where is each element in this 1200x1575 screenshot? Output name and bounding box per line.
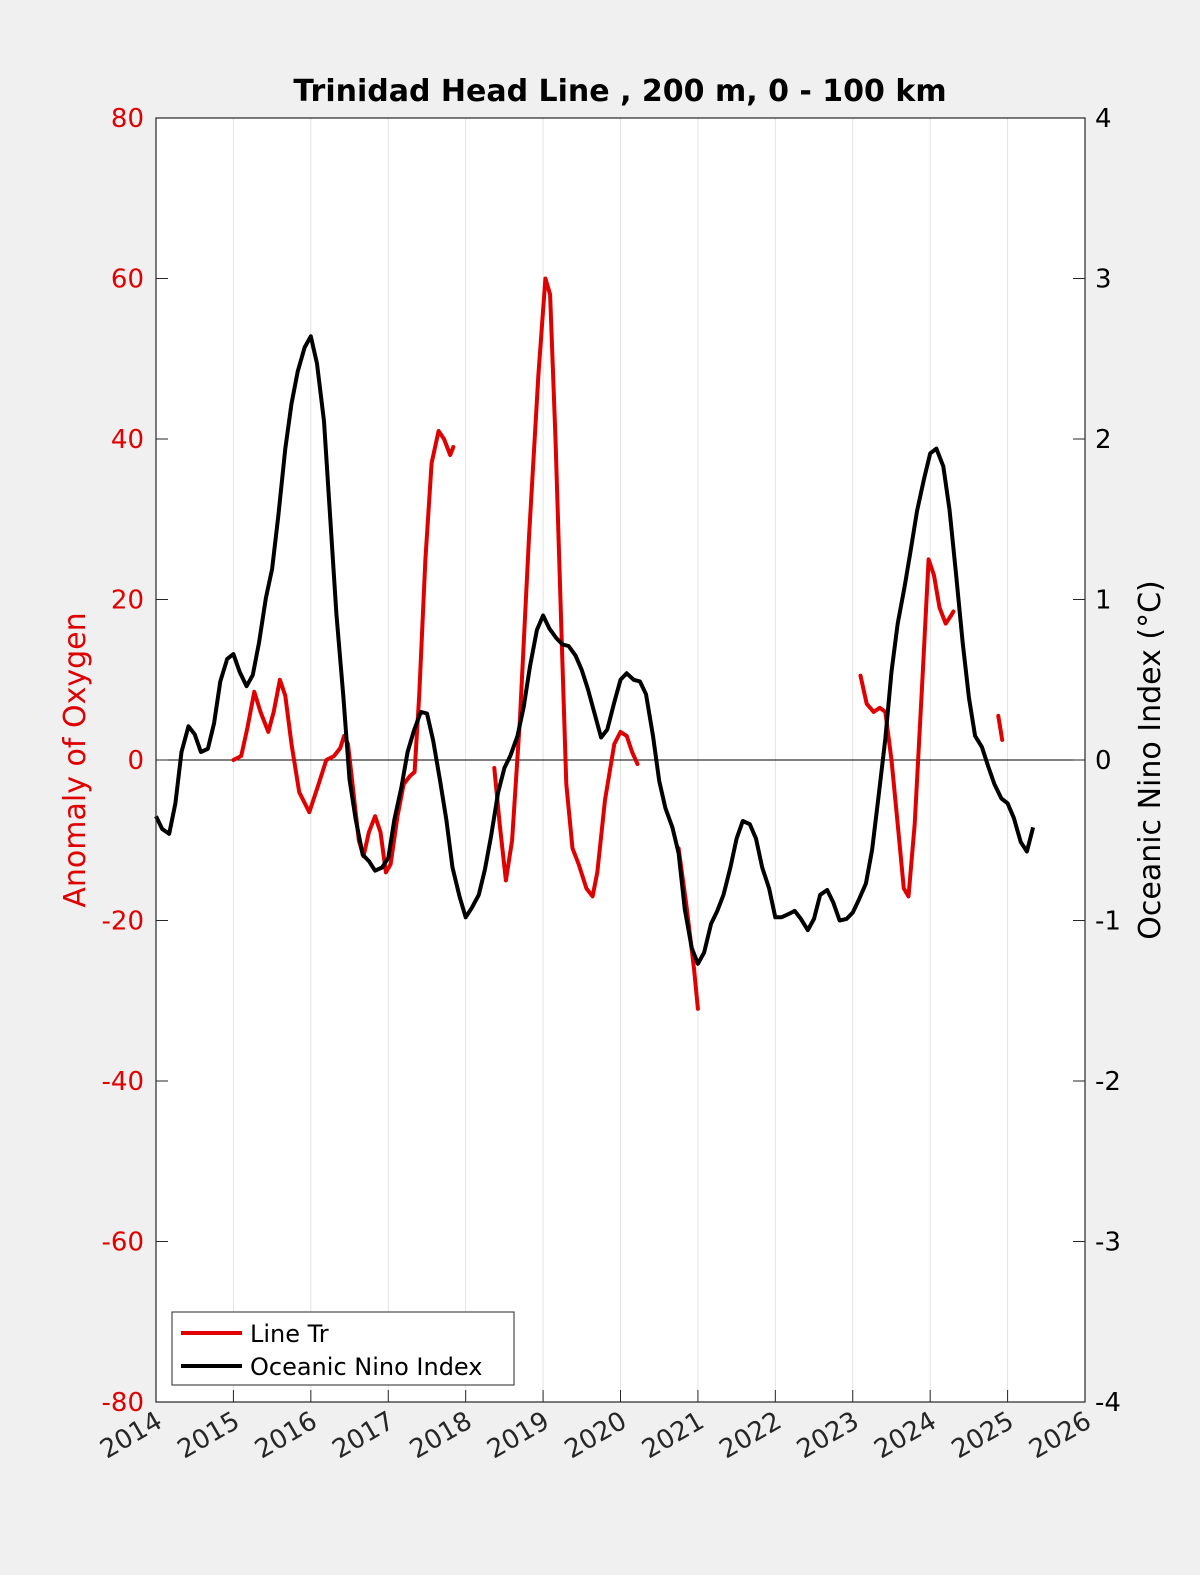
right-tick-label--1: -1: [1095, 907, 1121, 937]
x-tick-label-2020: 2020: [560, 1406, 632, 1465]
x-tick-label-2022: 2022: [715, 1406, 787, 1465]
right-tick-label-0: 0: [1095, 746, 1112, 776]
right-tick-label--4: -4: [1095, 1388, 1121, 1418]
legend-label-oni: Oceanic Nino Index: [250, 1353, 482, 1381]
left-tick-label-0: 0: [127, 746, 144, 776]
left-tick-label-60: 60: [111, 265, 144, 295]
right-tick-label--2: -2: [1095, 1067, 1121, 1097]
x-tick-label-2025: 2025: [947, 1406, 1019, 1465]
x-tick-label-2017: 2017: [327, 1406, 399, 1465]
legend: Line Tr Oceanic Nino Index: [171, 1311, 515, 1386]
line-tr-segment-5: [996, 713, 1005, 742]
legend-label-line-tr: Line Tr: [250, 1320, 329, 1348]
right-tick-label-3: 3: [1095, 265, 1112, 295]
x-tick-label-2018: 2018: [405, 1406, 477, 1465]
left-tick-label-20: 20: [111, 586, 144, 616]
right-axis-label: Oceanic Nino Index (°C): [1133, 580, 1168, 940]
x-tick-label-2019: 2019: [482, 1406, 554, 1465]
legend-box: [171, 1311, 515, 1386]
line-tr-segment-2: [492, 276, 640, 899]
left-tick-label--20: -20: [102, 907, 144, 937]
right-tick-label--3: -3: [1095, 1228, 1121, 1258]
x-tick-label-2024: 2024: [869, 1406, 941, 1465]
x-tick-label-2021: 2021: [637, 1406, 709, 1465]
left-axis-ticks: 80 60 40 20 0 -20 -40 -60 -80: [102, 104, 168, 1418]
right-axis-ticks: 4 3 2 1 0 -1 -2 -3 -4: [1073, 104, 1121, 1418]
right-tick-label-1: 1: [1095, 586, 1112, 616]
left-tick-label--40: -40: [102, 1067, 144, 1097]
x-tick-label-2016: 2016: [250, 1406, 322, 1465]
x-tick-label-2023: 2023: [792, 1406, 864, 1465]
right-tick-label-4: 4: [1095, 104, 1112, 134]
left-tick-label-80: 80: [111, 104, 144, 134]
right-tick-label-2: 2: [1095, 425, 1112, 455]
x-tick-label-2026: 2026: [1024, 1406, 1096, 1465]
oni-line: [154, 334, 1036, 966]
series-oceanic-nino-index: [154, 334, 1036, 966]
left-tick-label--60: -60: [102, 1228, 144, 1258]
left-tick-label--80: -80: [102, 1388, 144, 1418]
left-tick-label-40: 40: [111, 425, 144, 455]
left-axis-label: Anomaly of Oxygen: [58, 612, 93, 907]
line-tr-segment-4: [858, 557, 956, 899]
x-tick-label-2015: 2015: [173, 1406, 245, 1465]
chart-title: Trinidad Head Line , 200 m, 0 - 100 km: [293, 74, 946, 109]
series-group: [154, 276, 1036, 1011]
